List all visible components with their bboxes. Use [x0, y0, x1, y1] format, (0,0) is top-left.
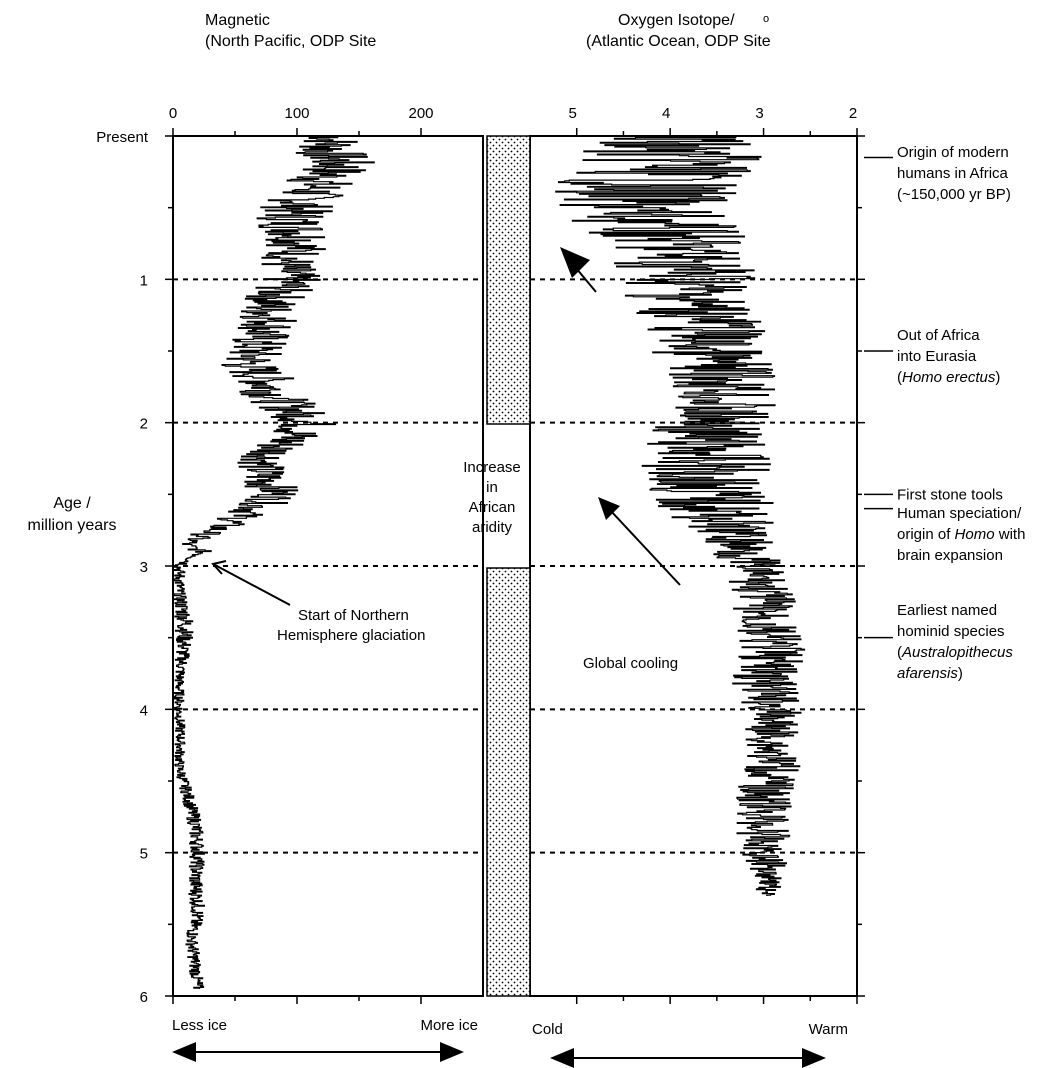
event-label-line: Earliest named [897, 602, 997, 619]
aridity-band-lower [486, 567, 531, 997]
right-x-tick-label: 3 [755, 105, 763, 122]
ice-arrowhead-left [172, 1042, 196, 1062]
event-label-line: brain expansion [897, 547, 1003, 564]
y-axis-label-line1: Age / [53, 495, 91, 512]
global-cooling-arrow [609, 509, 681, 586]
magnetic-series-line [172, 136, 375, 989]
right-x-tick-label: 5 [569, 105, 577, 122]
event-label-line: into Eurasia [897, 348, 977, 365]
left-x-tick-label: 100 [284, 105, 309, 122]
upper-cooling-arrow [575, 267, 597, 293]
oxygen-isotope-series-line [555, 136, 806, 896]
events-group: Origin of modern humans in Africa (~150,00… [864, 144, 1025, 682]
right-panel-title-line1: Oxygen Isotope/ [618, 12, 735, 29]
event-label-line: (Australopithecus [897, 644, 1013, 661]
left-panel-title-line2: (North Pacific, ODP Site [205, 33, 376, 50]
right-x-tick-label: 2 [849, 105, 857, 122]
age-tick-label: Present [96, 129, 149, 146]
glaciation-label-line2: Hemisphere glaciation [277, 627, 425, 644]
aridity-label-line2: in [486, 479, 498, 496]
age-y-ticks: Present 1 2 3 4 5 6 [96, 129, 865, 1006]
aridity-label-line3: African [469, 499, 516, 516]
right-panel-title-line2: (Atlantic Ocean, ODP Site [586, 33, 771, 50]
ice-arrowhead-right [440, 1042, 464, 1062]
warm-label: Warm [809, 1021, 848, 1038]
global-cooling-label: Global cooling [583, 655, 678, 672]
event-label-line: Out of Africa [897, 327, 980, 344]
temp-arrowhead-right [802, 1048, 826, 1068]
y-axis-label-line2: million years [28, 517, 117, 534]
glaciation-label-line1: Start of Northern [298, 607, 409, 624]
event-label-line: Origin of modern [897, 144, 1009, 161]
left-x-tick-label: 200 [408, 105, 433, 122]
temp-arrowhead-left [550, 1048, 574, 1068]
more-ice-label: More ice [420, 1017, 478, 1034]
event-label-line: (~150,000 yr BP) [897, 186, 1011, 203]
event-label-line: First stone tools [897, 486, 1003, 503]
event-label-line: humans in Africa [897, 165, 1009, 182]
degree-symbol: o [763, 13, 769, 25]
aridity-label-line4: aridity [472, 519, 513, 536]
event-label-line: Human speciation/ [897, 505, 1022, 522]
global-cooling-arrowhead [598, 497, 620, 520]
event-label-line: afarensis) [897, 665, 963, 682]
left-panel-title-line1: Magnetic [205, 12, 270, 29]
event-label-line: origin of Homo with [897, 526, 1025, 543]
less-ice-label: Less ice [172, 1017, 227, 1034]
cold-label: Cold [532, 1021, 563, 1038]
right-x-tick-label: 4 [662, 105, 670, 122]
age-tick-label: 3 [140, 559, 148, 576]
right-x-ticks: 5 4 3 2 [569, 105, 858, 1004]
left-x-tick-label: 0 [169, 105, 177, 122]
age-tick-label: 5 [140, 846, 148, 863]
glaciation-arrow [214, 564, 291, 606]
left-x-ticks: 0 100 200 [169, 105, 434, 1004]
age-tick-label: 4 [140, 702, 148, 719]
age-tick-label: 6 [140, 989, 148, 1006]
age-tick-label: 2 [140, 416, 148, 433]
upper-cooling-arrowhead [560, 247, 590, 278]
aridity-band-upper [486, 135, 531, 425]
event-label-line: (Homo erectus) [897, 369, 1000, 386]
glaciation-arrowhead [211, 560, 227, 575]
aridity-label-line1: Increase [463, 459, 521, 476]
age-tick-label: 1 [140, 272, 148, 289]
event-label-line: hominid species [897, 623, 1005, 640]
